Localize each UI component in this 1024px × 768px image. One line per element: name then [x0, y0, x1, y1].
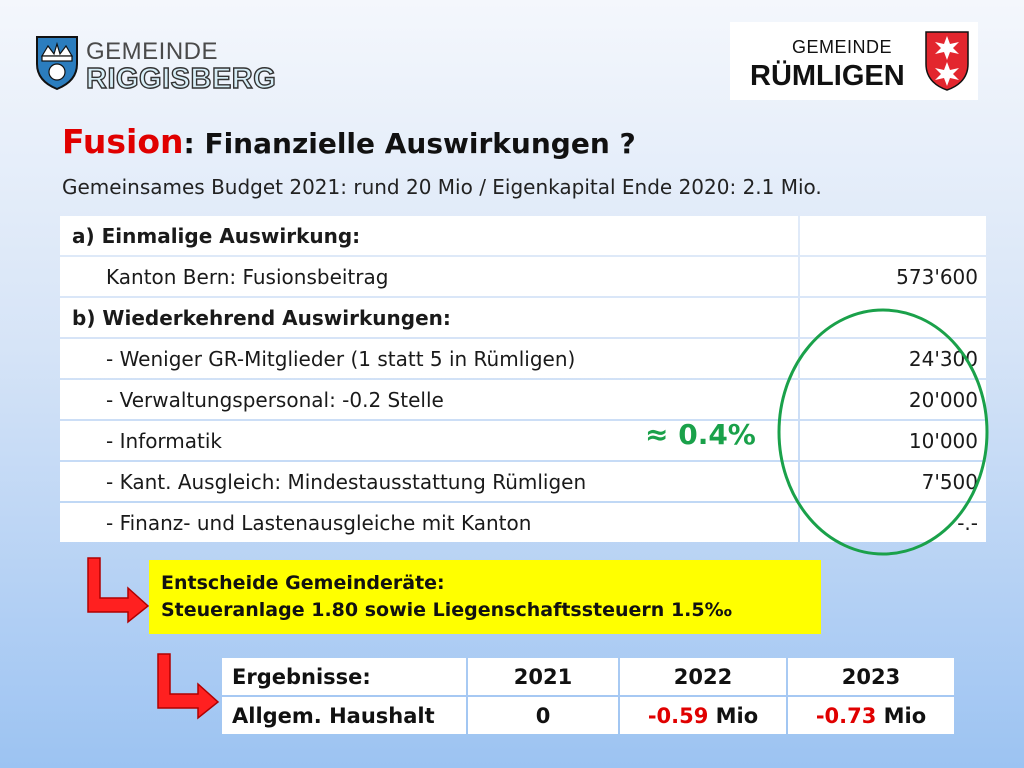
results-value-2022-number: -0.59 [647, 703, 709, 728]
ruemligen-label-name: RÜMLIGEN [750, 60, 905, 92]
table-row: - Verwaltungspersonal: -0.2 Stelle 20'00… [60, 380, 986, 419]
page-subtitle: Gemeinsames Budget 2021: rund 20 Mio / E… [62, 175, 822, 199]
table-row: Ergebnisse: 2021 2022 2023 [222, 658, 954, 695]
table-row: b) Wiederkehrend Auswirkungen: [60, 298, 986, 337]
table-cell-label: - Finanz- und Lastenausgleiche mit Kanto… [60, 503, 798, 542]
table-row: a) Einmalige Auswirkung: [60, 216, 986, 255]
logo-riggisberg: GEMEINDE RIGGISBERG [34, 34, 284, 98]
ruemligen-label-top: GEMEINDE [792, 37, 893, 57]
page-title: Fusion: Finanzielle Auswirkungen ? [62, 122, 636, 161]
title-rest: : Finanzielle Auswirkungen ? [183, 127, 636, 160]
table-cell-label: - Informatik [60, 421, 798, 460]
table-cell-value: 20'000 [800, 380, 986, 419]
red-arrow-icon [157, 653, 220, 720]
table-cell-value: 573'600 [800, 257, 986, 296]
table-row: - Kant. Ausgleich: Mindestausstattung Rü… [60, 462, 986, 501]
table-cell-label: - Verwaltungspersonal: -0.2 Stelle [60, 380, 798, 419]
table-row: - Finanz- und Lastenausgleiche mit Kanto… [60, 503, 986, 542]
highlight-ellipse-icon [777, 308, 989, 556]
results-value-2023-unit: Mio [876, 703, 927, 728]
table-cell-value [800, 216, 986, 255]
table-cell-label: b) Wiederkehrend Auswirkungen: [60, 298, 798, 337]
ruemligen-shield-icon [925, 31, 969, 91]
table-cell-value [800, 298, 986, 337]
table-row: Allgem. Haushalt 0 -0.59 Mio -0.73 Mio [222, 697, 954, 734]
results-value-2023: -0.73 Mio [788, 697, 954, 734]
table-cell-value: -.- [800, 503, 986, 542]
title-highlight: Fusion [62, 122, 184, 161]
riggisberg-label-name: RIGGISBERG [85, 62, 277, 95]
table-cell-value: 10'000 [800, 421, 986, 460]
table-row: - Informatik 10'000 [60, 421, 986, 460]
table-cell-value: 7'500 [800, 462, 986, 501]
table-cell-label: a) Einmalige Auswirkung: [60, 216, 798, 255]
decision-line-1: Entscheide Gemeinderäte: [161, 572, 445, 594]
results-row-label: Allgem. Haushalt [222, 697, 466, 734]
results-table: Ergebnisse: 2021 2022 2023 Allgem. Haush… [220, 656, 956, 736]
decision-line-2: Steueranlage 1.80 sowie Liegenschaftsste… [161, 599, 732, 621]
percentage-annotation: ≈ 0.4% [645, 418, 756, 451]
results-header-2022: 2022 [620, 658, 786, 695]
results-value-2022-unit: Mio [708, 703, 759, 728]
decision-box: Entscheide Gemeinderäte: Steueranlage 1.… [149, 560, 821, 634]
results-value-2022: -0.59 Mio [620, 697, 786, 734]
red-arrow-icon [87, 557, 150, 624]
results-value-2021: 0 [468, 697, 618, 734]
table-cell-label: Kanton Bern: Fusionsbeitrag [60, 257, 798, 296]
results-value-2023-number: -0.73 [815, 703, 877, 728]
table-row: Kanton Bern: Fusionsbeitrag 573'600 [60, 257, 986, 296]
results-header-label: Ergebnisse: [222, 658, 466, 695]
logo-ruemligen: GEMEINDE RÜMLIGEN [730, 22, 978, 100]
results-header-2023: 2023 [788, 658, 954, 695]
table-cell-label: - Kant. Ausgleich: Mindestausstattung Rü… [60, 462, 798, 501]
table-cell-label: - Weniger GR-Mitglieder (1 statt 5 in Rü… [60, 339, 798, 378]
results-header-2021: 2021 [468, 658, 618, 695]
riggisberg-crest-icon [36, 36, 78, 90]
riggisberg-label-top: GEMEINDE [86, 38, 219, 65]
